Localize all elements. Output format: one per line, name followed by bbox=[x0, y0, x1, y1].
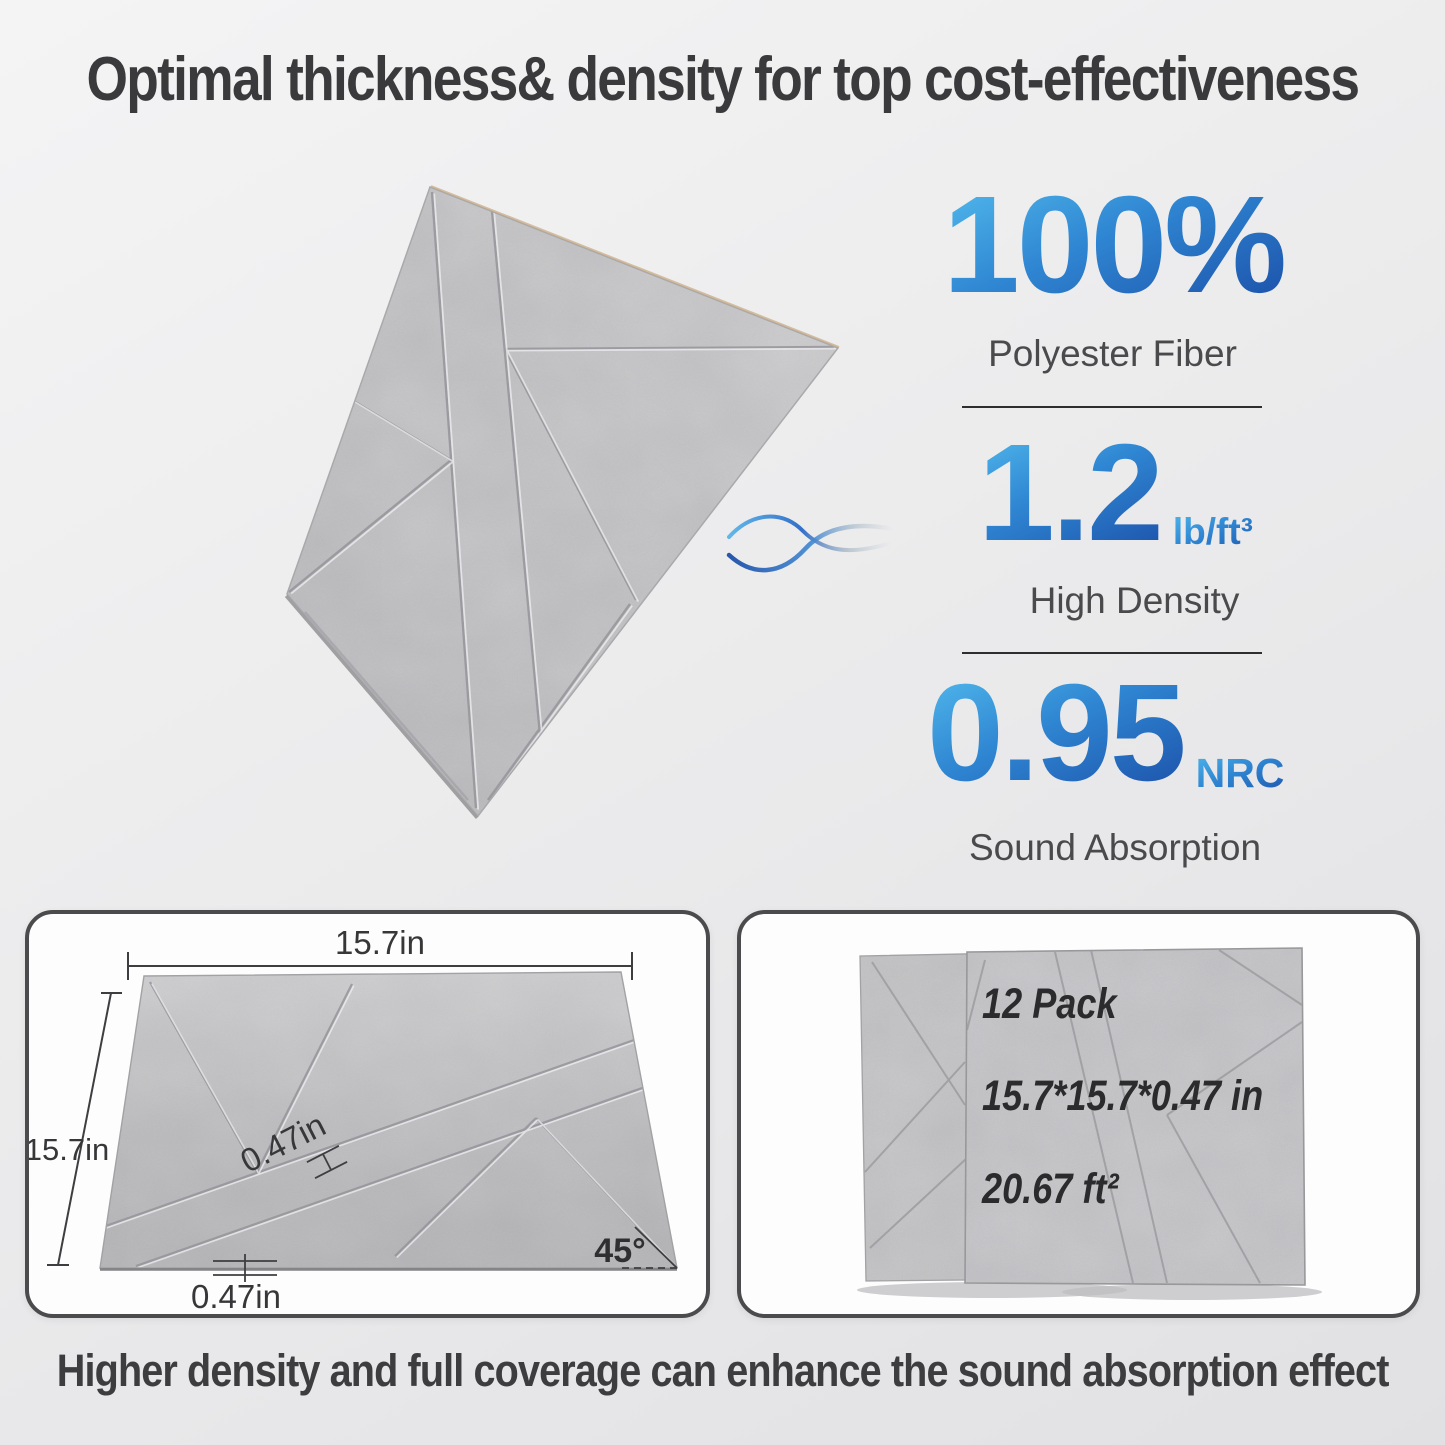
acoustic-panel-photo bbox=[284, 185, 840, 819]
panel-backing-edge bbox=[430, 185, 840, 348]
stat-nrc-label: Sound Absorption bbox=[968, 827, 1262, 868]
pack-count: 12 Pack bbox=[982, 980, 1117, 1028]
bevel-angle-label: 45° bbox=[594, 1232, 645, 1270]
dimension-diagram-box: 15.7in 15.7in 0.47in 0.47in 45° bbox=[25, 910, 710, 1318]
pack-total-coverage: 20.67 ft² bbox=[982, 1165, 1119, 1213]
front-panel bbox=[965, 948, 1305, 1285]
footer-caption: Higher density and full coverage can enh… bbox=[56, 1345, 1390, 1396]
bevel-angle-lines bbox=[622, 1226, 679, 1269]
stats-divider-1 bbox=[962, 406, 1262, 408]
pack-panel-size: 15.7*15.7*0.47 in bbox=[982, 1072, 1264, 1120]
stats-divider-2 bbox=[962, 652, 1262, 654]
stat-polyester-label: Polyester Fiber bbox=[988, 333, 1237, 374]
width-dimension-label: 15.7in bbox=[335, 924, 425, 961]
page-title: Optimal thickness& density for top cost-… bbox=[86, 45, 1361, 114]
pack-info-box: 12 Pack 15.7*15.7*0.47 in 20.67 ft² bbox=[737, 910, 1420, 1318]
thickness-label: 0.47in bbox=[191, 1278, 281, 1315]
stat-polyester-value-row: 100% bbox=[943, 168, 1287, 322]
stat-density-label: High Density bbox=[1029, 580, 1240, 621]
height-dimension-line bbox=[47, 992, 122, 1266]
dimension-diagram: 15.7in 15.7in 0.47in 0.47in 45° bbox=[25, 924, 679, 1315]
width-dimension-line bbox=[127, 952, 633, 980]
height-dimension-label: 15.7in bbox=[25, 1132, 109, 1167]
stat-nrc-value-row: 0.95 NRC bbox=[927, 664, 1284, 802]
stat-density-value-row: 1.2 lb/ft³ bbox=[978, 424, 1253, 562]
thickness-marker bbox=[213, 1254, 277, 1282]
stat-density-unit: lb/ft³ bbox=[1161, 513, 1253, 562]
stat-density-value: 1.2 bbox=[978, 416, 1164, 570]
stat-nrc-unit: NRC bbox=[1184, 753, 1285, 802]
diagram-panel-surface bbox=[100, 972, 677, 1268]
stat-nrc-value: 0.95 bbox=[927, 656, 1187, 810]
pack-panels-photo bbox=[857, 947, 1322, 1300]
footer-row: Higher density and full coverage can enh… bbox=[0, 1345, 1445, 1397]
panel-shadow bbox=[857, 1282, 1127, 1298]
headline-row: Optimal thickness& density for top cost-… bbox=[0, 44, 1445, 115]
airflow-swoosh-icon bbox=[726, 514, 896, 573]
groove-width-marker bbox=[306, 1145, 348, 1179]
stat-polyester-value: 100% bbox=[943, 168, 1287, 322]
